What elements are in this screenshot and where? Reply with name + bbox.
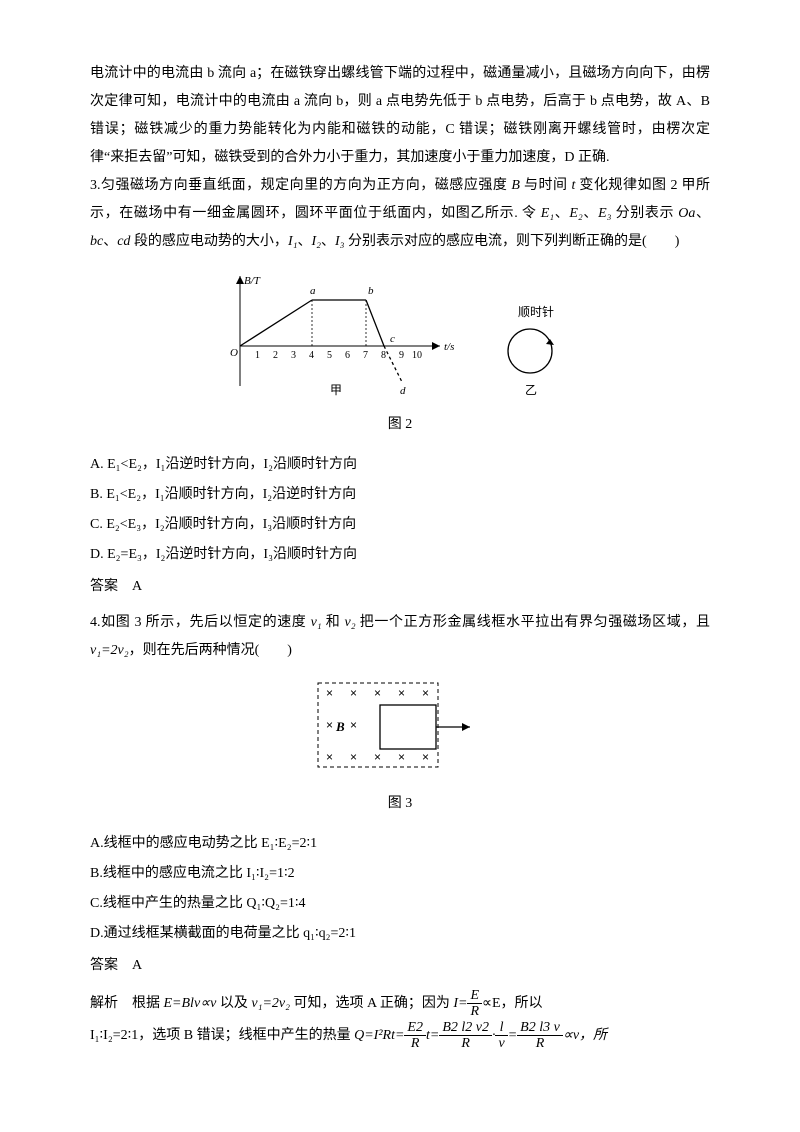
q3-stem: 3.匀强磁场方向垂直纸面，规定向里的方向为正方向，磁感应强度 B 与时间 t 变… bbox=[90, 172, 710, 256]
q3-text-4: 分别表示 bbox=[611, 206, 678, 221]
q3-bc: bc bbox=[90, 234, 103, 249]
expl-mid3: ∝E，所以 bbox=[482, 996, 543, 1011]
q3-text-6: 分别表示对应的感应电流，则下列判断正确的是( ) bbox=[345, 234, 680, 249]
svg-text:×: × bbox=[326, 750, 333, 764]
q4-text-2: 和 bbox=[322, 615, 345, 630]
q3-Oa: Oa bbox=[678, 206, 695, 221]
q4-explain-line2: I₁∶I₂=2∶1，选项 B 错误；线框中产生的热量 Q=I²Rt=E2Rt=B… bbox=[90, 1020, 710, 1052]
q4-stem: 4.如图 3 所示，先后以恒定的速度 v₁ 和 v₂ 把一个正方形金属线框水平拉… bbox=[90, 609, 710, 665]
figure-2-caption: 图 2 bbox=[90, 411, 710, 439]
q3-B: B bbox=[511, 178, 520, 193]
frac-5: B2 l3 vR bbox=[517, 1020, 563, 1052]
x-axis-label: t/s bbox=[444, 341, 454, 353]
q4-v2: v₂ bbox=[345, 615, 356, 630]
frac-E-over-R: ER bbox=[467, 988, 482, 1020]
expl-eq7: ∝v，所 bbox=[563, 1028, 607, 1043]
q4-veq: v₁=2v₂ bbox=[90, 643, 129, 658]
q4-option-b: B.线框中的感应电流之比 I₁∶I₂=1∶2 bbox=[90, 860, 710, 888]
svg-text:8: 8 bbox=[381, 350, 386, 361]
y-axis-label: B/T bbox=[244, 275, 261, 287]
expl-Ieq: I= bbox=[453, 996, 467, 1011]
svg-text:×: × bbox=[398, 750, 405, 764]
q4-answer: 答案 A bbox=[90, 952, 710, 980]
q3-answer: 答案 A bbox=[90, 573, 710, 601]
svg-text:×: × bbox=[398, 686, 405, 700]
origin-O: O bbox=[230, 347, 238, 359]
intro-paragraph: 电流计中的电流由 b 流向 a；在磁铁穿出螺线管下端的过程中，磁通量减小，且磁场… bbox=[90, 60, 710, 172]
q4-options: A.线框中的感应电动势之比 E₁∶E₂=2∶1 B.线框中的感应电流之比 I₁∶… bbox=[90, 830, 710, 948]
expl-eq4: t= bbox=[426, 1028, 439, 1043]
svg-text:×: × bbox=[422, 750, 429, 764]
q4-option-c: C.线框中产生的热量之比 Q₁∶Q₂=1∶4 bbox=[90, 890, 710, 918]
svg-text:4: 4 bbox=[309, 350, 314, 361]
q4-v1: v₁ bbox=[311, 615, 322, 630]
svg-text:×: × bbox=[350, 718, 357, 732]
expl-mid2: 可知，选项 A 正确；因为 bbox=[290, 996, 453, 1011]
B-label: B bbox=[335, 719, 345, 734]
frac-3: B2 l2 v2R bbox=[439, 1020, 492, 1052]
svg-text:×: × bbox=[374, 750, 381, 764]
q3-E1: E₁ bbox=[541, 206, 554, 221]
q3-option-b: B. E₁<E₂，I₁沿顺时针方向，I₂沿逆时针方向 bbox=[90, 481, 710, 509]
svg-text:10: 10 bbox=[412, 350, 422, 361]
q3-option-a: A. E₁<E₂，I₁沿逆时针方向，I₂沿顺时针方向 bbox=[90, 451, 710, 479]
intro-text: 电流计中的电流由 b 流向 a；在磁铁穿出螺线管下端的过程中，磁通量减小，且磁场… bbox=[90, 66, 710, 165]
q3-I1: I₁ bbox=[288, 234, 298, 249]
expl-mid1: 以及 bbox=[216, 996, 251, 1011]
expl-pre: 解析 根据 bbox=[90, 996, 164, 1011]
pt-a: a bbox=[310, 285, 316, 297]
q3-option-d: D. E₂=E₃，I₂沿逆时针方向，I₃沿顺时针方向 bbox=[90, 541, 710, 569]
figure-2: B/T t/s O 1 2 3 4 5 6 7 8 9 10 a b c d bbox=[90, 266, 710, 407]
q4-option-a: A.线框中的感应电动势之比 E₁∶E₂=2∶1 bbox=[90, 830, 710, 858]
q3-options: A. E₁<E₂，I₁沿逆时针方向，I₂沿顺时针方向 B. E₁<E₂，I₁沿顺… bbox=[90, 451, 710, 569]
q3-E2: E₂ bbox=[569, 206, 582, 221]
pt-c: c bbox=[390, 333, 395, 345]
svg-text:5: 5 bbox=[327, 350, 332, 361]
svg-text:×: × bbox=[422, 686, 429, 700]
pt-b: b bbox=[368, 285, 374, 297]
q3-option-c: C. E₂<E₃，I₂沿顺时针方向，I₃沿顺时针方向 bbox=[90, 511, 710, 539]
expl-eq2: v₁=2v₂ bbox=[251, 996, 290, 1011]
q3-text-5: 段的感应电动势的大小， bbox=[130, 234, 288, 249]
q3-cd: cd bbox=[117, 234, 130, 249]
q3-I3: I₃ bbox=[335, 234, 345, 249]
svg-text:9: 9 bbox=[399, 350, 404, 361]
figure-3: × × × × × × × × × × × × B bbox=[90, 675, 710, 786]
expl-eq3: Q=I²Rt= bbox=[354, 1028, 404, 1043]
pt-d: d bbox=[400, 385, 406, 396]
svg-text:×: × bbox=[326, 686, 333, 700]
clockwise-label: 顺时针 bbox=[518, 304, 554, 319]
expl2-pre: I₁∶I₂=2∶1，选项 B 错误；线框中产生的热量 bbox=[90, 1028, 354, 1043]
q3-text-2: 与时间 bbox=[520, 178, 572, 193]
svg-text:×: × bbox=[350, 686, 357, 700]
svg-text:×: × bbox=[350, 750, 357, 764]
x-ticks: 1 2 3 4 5 6 7 8 9 10 bbox=[255, 350, 422, 361]
figure-3-svg: × × × × × × × × × × × × B bbox=[310, 675, 490, 775]
expl-eq6: = bbox=[508, 1028, 517, 1043]
subcaption-right: 乙 bbox=[525, 383, 537, 396]
svg-text:×: × bbox=[374, 686, 381, 700]
frac-2: E2R bbox=[404, 1020, 426, 1052]
svg-text:×: × bbox=[326, 718, 333, 732]
svg-text:2: 2 bbox=[273, 350, 278, 361]
q4-text-4: ，则在先后两种情况( ) bbox=[129, 643, 292, 658]
q4-text-3: 把一个正方形金属线框水平拉出有界匀强磁场区域，且 bbox=[356, 615, 710, 630]
svg-text:6: 6 bbox=[345, 350, 350, 361]
frac-4: lv bbox=[495, 1020, 507, 1052]
q3-I2: I₂ bbox=[311, 234, 321, 249]
svg-text:3: 3 bbox=[291, 350, 296, 361]
svg-text:1: 1 bbox=[255, 350, 260, 361]
svg-text:7: 7 bbox=[363, 350, 368, 361]
expl-eq1: E=Blv∝v bbox=[164, 996, 217, 1011]
q4-option-d: D.通过线框某横截面的电荷量之比 q₁∶q₂=2∶1 bbox=[90, 920, 710, 948]
q3-E3: E₃ bbox=[598, 206, 611, 221]
q3-text-1: 3.匀强磁场方向垂直纸面，规定向里的方向为正方向，磁感应强度 bbox=[90, 178, 511, 193]
subcaption-left: 甲 bbox=[330, 383, 342, 396]
q4-explain-line1: 解析 根据 E=Blv∝v 以及 v₁=2v₂ 可知，选项 A 正确；因为 I=… bbox=[90, 988, 710, 1020]
q4-text-1: 4.如图 3 所示，先后以恒定的速度 bbox=[90, 615, 311, 630]
figure-3-caption: 图 3 bbox=[90, 790, 710, 818]
figure-2-svg: B/T t/s O 1 2 3 4 5 6 7 8 9 10 a b c d bbox=[210, 266, 590, 396]
